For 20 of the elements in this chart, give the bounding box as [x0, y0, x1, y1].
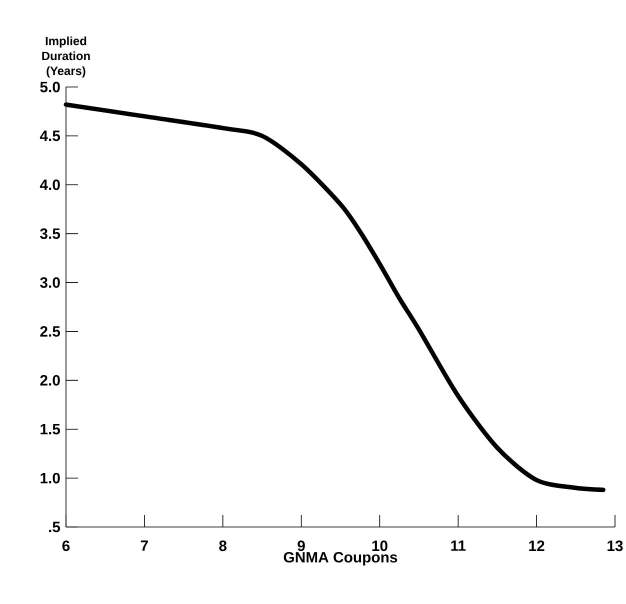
- y-tick-label: 3.5: [40, 228, 60, 239]
- x-tick-label: 6: [62, 540, 70, 552]
- x-tick-label: 12: [529, 540, 544, 551]
- y-tick-label: 5.0: [40, 82, 60, 92]
- y-axis-title: Implied Duration (Years): [42, 36, 90, 78]
- x-tick-label: 7: [140, 540, 148, 551]
- y-tick-label: 3.0: [40, 277, 60, 288]
- x-tick-label: 9: [298, 540, 305, 552]
- x-tick-label: 10: [372, 540, 388, 552]
- x-axis-title: GNMA Coupons: [284, 552, 398, 566]
- y-tick-label: .5: [49, 522, 60, 532]
- x-tick-label: 8: [219, 540, 227, 552]
- y-tick-label: 2.5: [40, 326, 60, 337]
- y-tick-label: 4.5: [40, 130, 60, 142]
- y-tick-label: 1.0: [40, 472, 60, 484]
- y-tick-label: 4.0: [40, 179, 60, 190]
- y-tick-label: 2.0: [40, 375, 60, 386]
- x-tick-label: 13: [608, 540, 623, 552]
- x-tick-label: 11: [451, 540, 466, 551]
- y-tick-label: 1.5: [40, 424, 60, 434]
